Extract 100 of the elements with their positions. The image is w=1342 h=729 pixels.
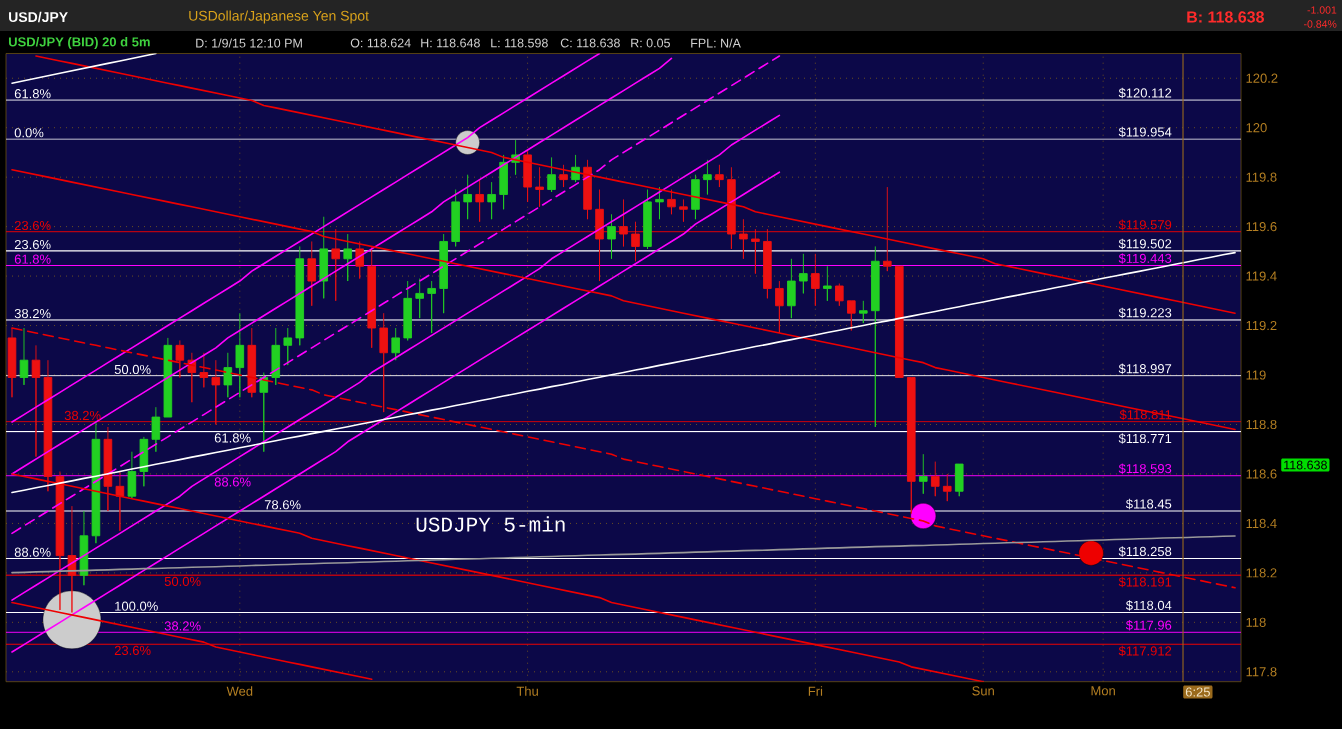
- candlestick: [691, 174, 700, 220]
- annotation: 50.0%: [164, 576, 201, 587]
- candlestick: [367, 245, 376, 349]
- annotation: 61.8%: [14, 254, 51, 264]
- ref-line-label: $118.811: [1119, 409, 1172, 421]
- candlestick: [247, 327, 257, 398]
- y-tick-label: 118.2: [1246, 568, 1277, 578]
- candlestick: [703, 159, 712, 195]
- candlestick: [763, 228, 772, 299]
- candlestick: [343, 233, 353, 282]
- text: L: 118.598: [491, 38, 548, 48]
- candlestick: [295, 245, 305, 346]
- text: B: 118.638: [1187, 11, 1264, 23]
- candlestick: [415, 278, 424, 319]
- annotation: USDJPY 5-min: [416, 516, 565, 532]
- x-tick-label: Fri: [808, 686, 823, 696]
- text: -1.001: [1307, 6, 1337, 14]
- candlestick: [31, 344, 41, 458]
- candlestick: [55, 471, 65, 611]
- annotation: 88.6%: [14, 547, 51, 557]
- candlestick: [835, 283, 844, 307]
- y-tick-label: 119.8: [1246, 172, 1277, 182]
- y-tick-label: 117.8: [1246, 667, 1277, 677]
- candlestick: [331, 228, 341, 302]
- candlestick: [451, 189, 460, 247]
- candlestick: [847, 300, 856, 331]
- candlestick: [859, 300, 868, 324]
- ref-line-label: $118.04: [1125, 600, 1172, 611]
- annotation: 50.0%: [114, 364, 151, 375]
- ref-line-label: $118.191: [1118, 576, 1172, 588]
- y-tick-label: 119: [1246, 370, 1266, 380]
- ref-line-label: $119.223: [1118, 307, 1172, 319]
- text: H: 118.648: [421, 38, 480, 48]
- candlestick: [235, 312, 245, 398]
- text: D: 1/9/15 12:10 PM: [196, 38, 302, 48]
- candlestick: [619, 198, 628, 247]
- candlestick: [906, 377, 916, 514]
- candlestick: [930, 461, 940, 497]
- x-tick-label: Wed: [226, 686, 253, 696]
- chart-title: USD/JPY: [9, 11, 68, 23]
- candlestick: [283, 327, 293, 366]
- candlestick: [739, 218, 748, 260]
- candlestick: [151, 406, 161, 453]
- candlestick: [667, 189, 676, 215]
- candlestick: [942, 473, 952, 502]
- candlestick: [631, 221, 640, 262]
- candlestick: [918, 453, 928, 495]
- candlestick: [439, 233, 448, 314]
- candlestick: [79, 510, 89, 586]
- text: -0.84%: [1304, 20, 1337, 28]
- y-tick-label: 119.6: [1246, 222, 1277, 232]
- candlestick: [679, 198, 688, 223]
- annotation: 23.6%: [114, 645, 151, 656]
- candlestick: [871, 245, 880, 428]
- candlestick: [954, 463, 964, 497]
- candlestick: [391, 327, 400, 361]
- y-tick-label: 120.2: [1246, 73, 1278, 83]
- candlestick: [751, 228, 760, 275]
- ref-line-label: $118.997: [1118, 363, 1172, 375]
- candlestick: [115, 471, 125, 532]
- ref-line-label: $118.771: [1118, 433, 1172, 444]
- annotation: 38.2%: [164, 621, 201, 631]
- annotation: 78.6%: [264, 500, 301, 510]
- annotation: 38.2%: [14, 308, 51, 319]
- candlestick: [607, 213, 616, 260]
- ref-line-label: $117.96: [1125, 620, 1172, 631]
- candlestick: [487, 181, 496, 220]
- candlestick: [811, 253, 820, 307]
- text: O: 118.624: [350, 38, 411, 48]
- candlestick: [43, 359, 53, 492]
- text: 118.638: [1284, 460, 1327, 470]
- candlestick: [715, 164, 724, 188]
- candlestick: [799, 253, 808, 294]
- candlestick: [379, 312, 388, 413]
- text: R: 0.05: [631, 38, 670, 48]
- candlestick: [175, 339, 185, 378]
- annotation: 23.6%: [14, 220, 51, 231]
- candlestick: [127, 451, 137, 500]
- annotation: 100.0%: [115, 601, 158, 611]
- candlestick: [523, 149, 532, 203]
- candlestick: [775, 280, 784, 334]
- candlestick: [559, 164, 568, 188]
- candlestick: [307, 241, 317, 307]
- candlestick: [91, 421, 101, 544]
- x-tick-label: Sun: [972, 686, 994, 696]
- candlestick: [463, 174, 472, 220]
- y-tick-label: 120: [1246, 123, 1267, 133]
- annotation: 88.6%: [214, 477, 251, 487]
- candlestick: [103, 426, 113, 512]
- ref-line-label: $118.45: [1125, 498, 1172, 510]
- candlestick: [895, 265, 904, 378]
- candlestick: [403, 280, 412, 341]
- y-tick-label: 118.6: [1246, 469, 1277, 479]
- candlestick: [655, 186, 664, 220]
- candlestick: [19, 327, 29, 386]
- ref-line-label: $118.593: [1118, 463, 1172, 474]
- candlestick: [499, 154, 508, 210]
- annotation: 38.2%: [64, 410, 101, 421]
- annotation: 61.8%: [14, 89, 51, 99]
- text: C: 118.638: [560, 38, 620, 48]
